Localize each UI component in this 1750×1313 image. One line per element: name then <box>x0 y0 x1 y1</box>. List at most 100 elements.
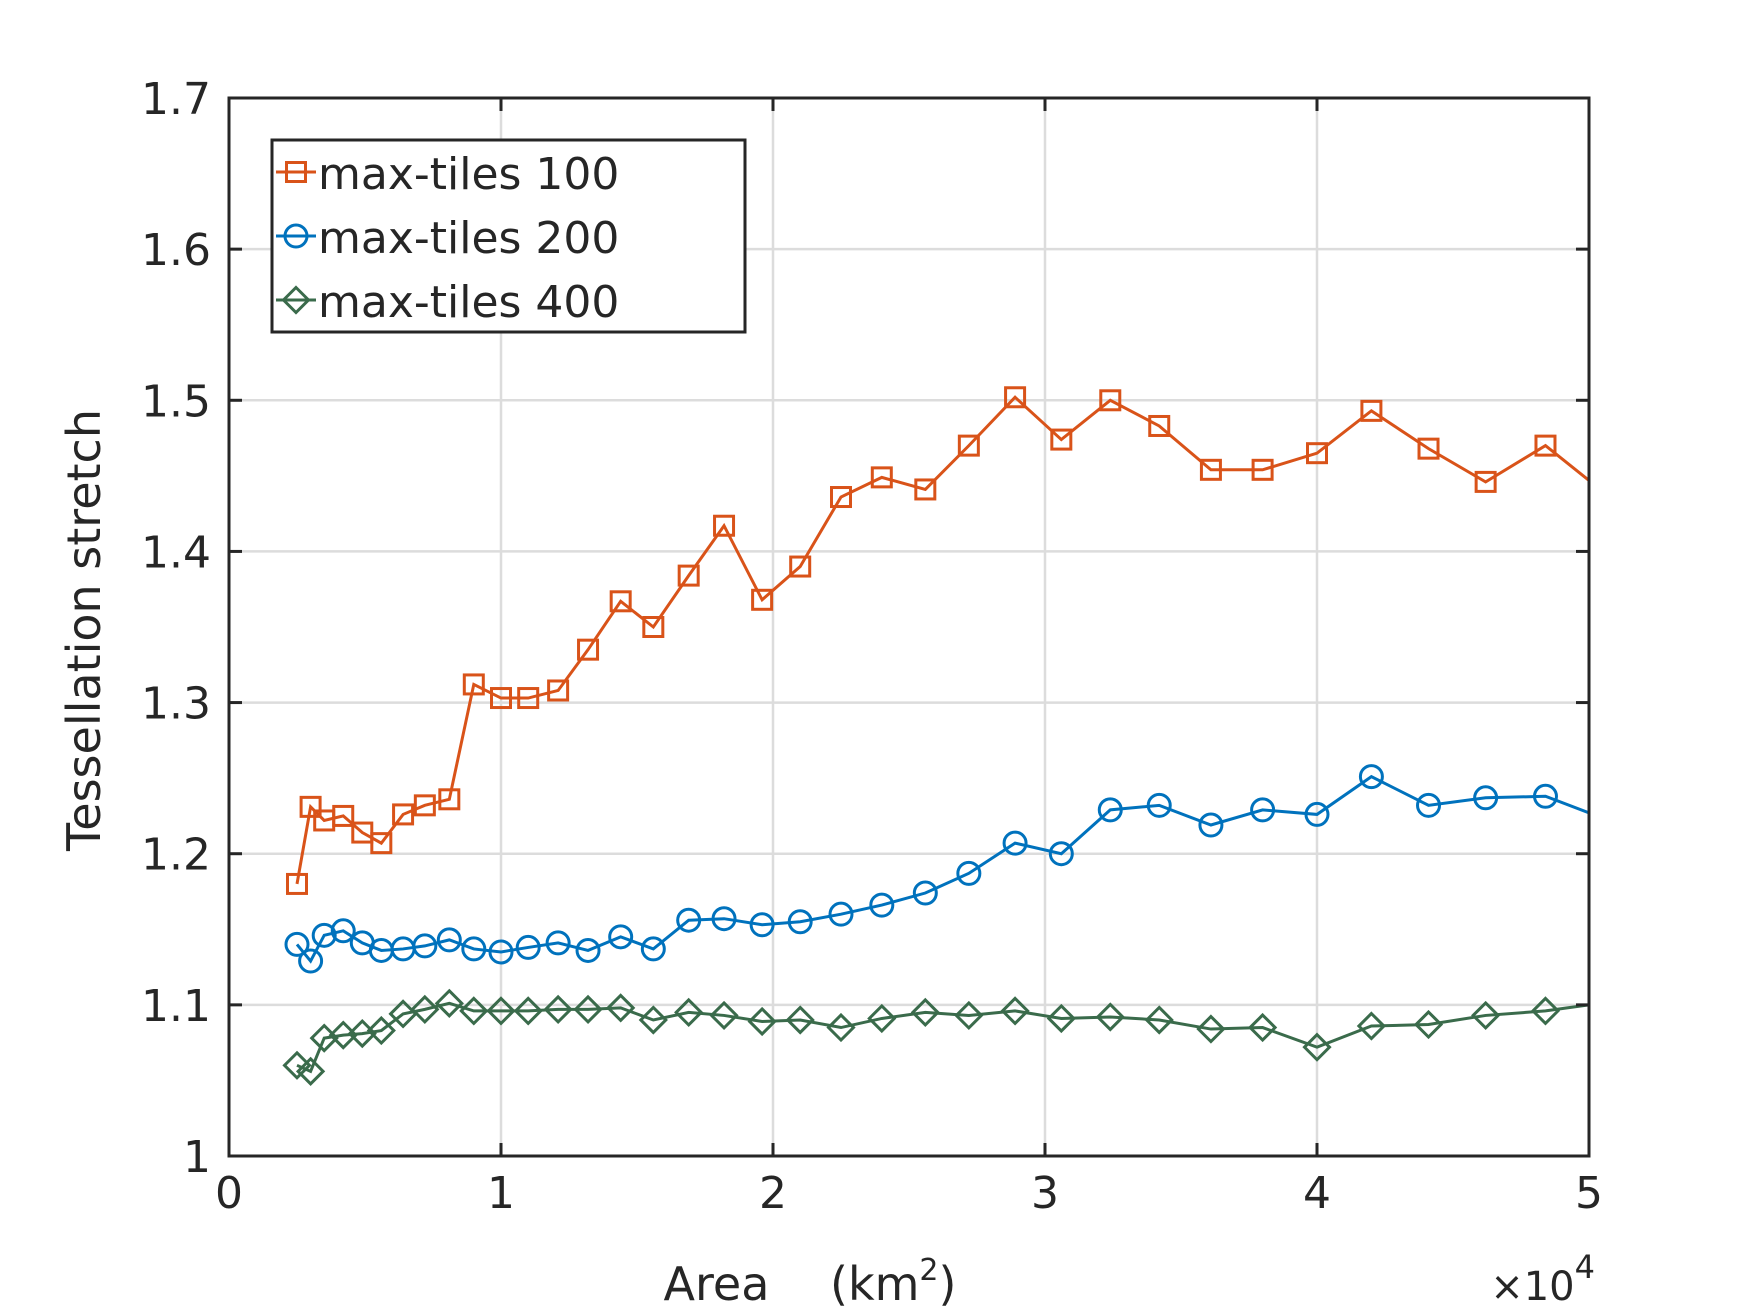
data-point <box>830 486 852 509</box>
x-tick-label: 0 <box>215 1168 243 1219</box>
data-point <box>789 555 812 578</box>
data-point <box>295 1056 326 1086</box>
data-point <box>676 907 702 933</box>
data-point <box>515 934 541 960</box>
data-point <box>828 901 854 927</box>
data-point <box>1095 1002 1125 1032</box>
legend-entry-max-tiles-100: max-tiles 100 <box>276 149 619 200</box>
data-point <box>573 994 603 1025</box>
data-point <box>677 564 700 587</box>
data-point <box>462 673 485 696</box>
data-point <box>608 924 634 950</box>
data-point <box>1471 1000 1501 1031</box>
data-point <box>609 590 632 613</box>
y-axis-label: Tessellation stretch <box>57 409 111 852</box>
data-point <box>1306 442 1328 465</box>
data-point <box>1099 389 1122 412</box>
x-tick-label: 4 <box>1303 1168 1331 1219</box>
data-point <box>517 687 540 710</box>
data-point <box>461 936 487 962</box>
data-point <box>1530 996 1561 1026</box>
data-point <box>1302 1032 1332 1062</box>
data-point <box>488 939 514 965</box>
data-point <box>1146 792 1172 818</box>
legend-box <box>270 138 747 334</box>
y-tick-label: 1.2 <box>141 830 211 881</box>
data-point <box>547 679 570 702</box>
x-axis-label-unit-close: ) <box>939 1257 957 1311</box>
data-point <box>1196 1014 1226 1044</box>
data-point <box>1046 1003 1076 1034</box>
y-tick-label: 1.6 <box>141 225 211 276</box>
data-point <box>1048 841 1074 867</box>
data-point <box>910 997 940 1028</box>
data-point <box>436 927 462 953</box>
data-point <box>914 478 937 501</box>
data-point <box>543 994 573 1025</box>
legend-marker-square <box>276 161 316 183</box>
x-tick-label: 1 <box>487 1168 515 1219</box>
data-point <box>869 892 895 918</box>
y-tick-label: 1.1 <box>141 981 211 1032</box>
tick-layer: 0 1 2 3 4 511.11.21.31.41.51.61.7 <box>141 74 1603 1219</box>
data-point <box>1050 428 1073 451</box>
data-point <box>640 936 666 962</box>
data-point <box>438 788 461 811</box>
legend-marker <box>285 161 307 183</box>
legend-marker <box>283 223 309 249</box>
axes-frame-layer <box>227 96 1591 1158</box>
x-multiplier-label: ×104 <box>1490 1248 1595 1310</box>
data-point <box>413 794 436 817</box>
legend-label-max-tiles-100: max-tiles 100 <box>318 149 619 200</box>
data-point <box>412 933 438 959</box>
y-tick-label: 1.5 <box>141 376 211 427</box>
legend-entry-max-tiles-200: max-tiles 200 <box>276 213 619 264</box>
data-point <box>366 1015 396 1046</box>
data-point <box>713 514 736 537</box>
data-point <box>1148 414 1171 437</box>
data-point <box>954 1000 984 1031</box>
data-point <box>709 1000 739 1031</box>
y-tick-label: 1.3 <box>141 679 211 730</box>
y-tick-label: 1.7 <box>141 74 211 125</box>
data-point <box>1473 785 1499 811</box>
y-tick-label: 1 <box>183 1132 211 1183</box>
data-point <box>957 434 980 457</box>
data-point <box>1474 470 1497 493</box>
data-point <box>1413 1009 1444 1040</box>
legend-marker-circle <box>276 223 316 249</box>
data-point <box>545 930 571 956</box>
data-point <box>638 1005 668 1035</box>
data-point <box>1247 1012 1278 1043</box>
data-point <box>299 795 322 818</box>
data-point <box>1534 434 1557 457</box>
legend-label-max-tiles-200: max-tiles 200 <box>318 213 619 264</box>
data-point <box>1416 792 1442 818</box>
data-point <box>1417 437 1440 460</box>
data-point <box>284 931 310 957</box>
data-point <box>1002 830 1028 856</box>
data-point <box>867 1003 897 1034</box>
data-point <box>1360 399 1383 422</box>
data-point <box>282 1050 312 1080</box>
data-point <box>286 872 308 895</box>
series-max-tiles-100 <box>286 386 1589 895</box>
axes-frame <box>227 96 1591 1158</box>
x-axis-label-name: Area <box>664 1257 770 1311</box>
data-point <box>513 996 543 1026</box>
data-point <box>575 937 601 963</box>
x-axis-label: Area (km2) <box>664 1253 957 1311</box>
data-point <box>1304 801 1330 827</box>
data-point <box>410 994 440 1025</box>
data-point <box>1358 764 1384 790</box>
data-point <box>870 466 893 489</box>
series-max-tiles-400 <box>282 988 1589 1086</box>
data-point <box>490 687 512 710</box>
data-point <box>785 1005 815 1035</box>
data-point <box>1097 797 1123 823</box>
legend-label-max-tiles-400: max-tiles 400 <box>318 277 619 328</box>
series-layer <box>282 386 1589 1086</box>
data-point <box>747 1006 777 1037</box>
data-point <box>1000 996 1030 1026</box>
x-multiplier-base: ×10 <box>1490 1264 1574 1310</box>
